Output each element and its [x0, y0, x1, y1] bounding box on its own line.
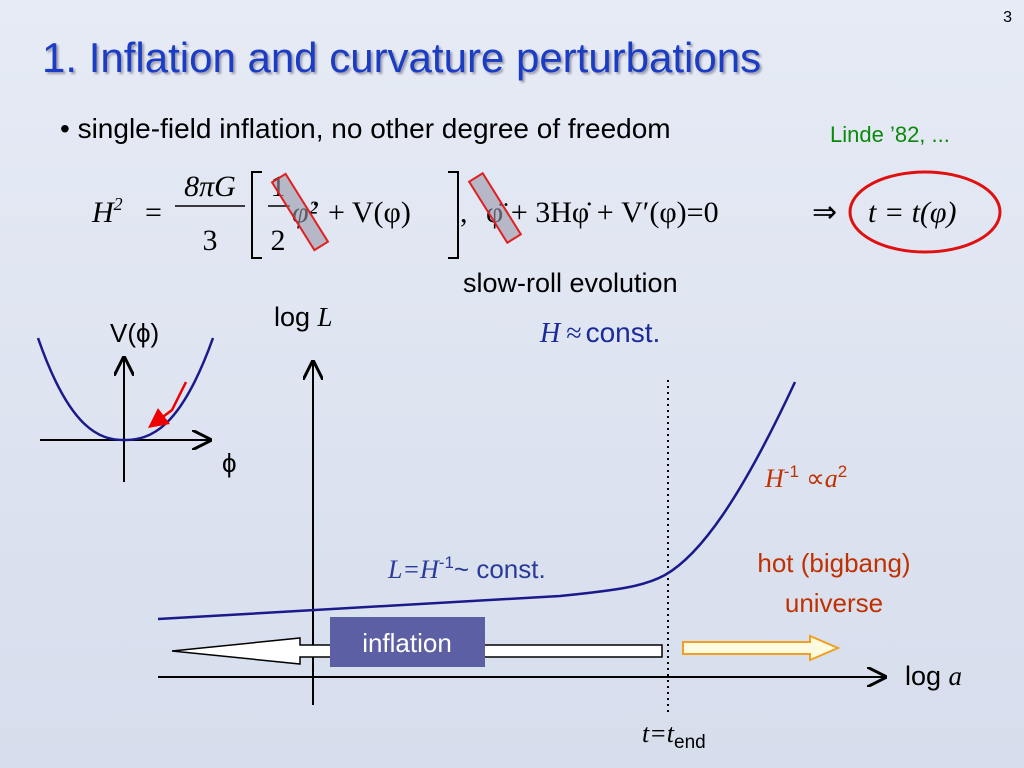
title: 1. Inflation and curvature perturbations [42, 34, 761, 81]
end-time: t=tend [642, 719, 706, 753]
slow-roll: slow-roll evolution [463, 268, 678, 298]
y-label-prefix: log [274, 302, 318, 332]
highlight-circle [848, 170, 1002, 254]
ls-prop: ∝ [799, 463, 825, 493]
eom: φ̈ + 3Hφ̇ + V′(φ)=0 [486, 196, 719, 229]
potential-curve [36, 337, 215, 442]
frac-den: 3 [203, 224, 218, 257]
eq-text: H2 [91, 194, 123, 229]
inflation-box [330, 617, 485, 667]
hubble-symbol: H [539, 318, 562, 349]
potential-x-label: ϕ [222, 448, 237, 478]
half-den: 2 [271, 224, 286, 257]
expansion-arrow [682, 634, 841, 662]
inflation-scaling: L=H-1~ const. [387, 553, 546, 584]
implies: ⇒ [812, 196, 837, 229]
potential: + V(φ) [328, 196, 411, 229]
y-label-symbol: L [317, 302, 333, 332]
hubble-const: H ≈ const. [539, 317, 660, 349]
potential-label: V(ϕ) [110, 318, 159, 348]
is-rest: ~ const. [454, 554, 546, 584]
frac-num: 8πG [184, 170, 236, 203]
crossout [467, 171, 523, 245]
eq-lhs: H [91, 196, 116, 229]
ls-var: a [825, 464, 838, 493]
is-power: -1 [439, 553, 454, 572]
slide-number: 3 [1003, 9, 1012, 26]
roll-arrow [148, 381, 188, 428]
ls-base: H [764, 464, 785, 493]
end-sub: end [674, 732, 706, 753]
inflation-label: inflation [362, 628, 452, 658]
result: t = t(φ) [868, 196, 957, 229]
is-lhs: L=H [387, 555, 440, 584]
x-label-prefix: log [905, 661, 949, 691]
reference: Linde ’82, ... [830, 122, 950, 147]
x-label-symbol: a [949, 661, 963, 691]
hubble-approx: ≈ [566, 318, 581, 349]
hot-universe: hot (bigbang) [757, 548, 910, 578]
x-axis-label: log a [905, 661, 962, 691]
eq-equals: = [145, 196, 162, 229]
end-lhs: t=t [642, 719, 675, 748]
comma: , [460, 196, 468, 229]
ls-power: -1 [784, 462, 799, 481]
late-scaling: H-1 ∝a2 [764, 462, 847, 493]
ls-var-power: 2 [838, 462, 847, 481]
horizon-curve [157, 381, 797, 621]
hubble-rest: const. [586, 317, 661, 348]
eq-power: 2 [114, 194, 123, 214]
crossout [270, 172, 330, 252]
hot-universe: universe [785, 588, 883, 618]
brackets [251, 171, 459, 259]
y-axis-label: log L [274, 302, 333, 332]
bullet: • single-field inflation, no other degre… [60, 113, 671, 144]
